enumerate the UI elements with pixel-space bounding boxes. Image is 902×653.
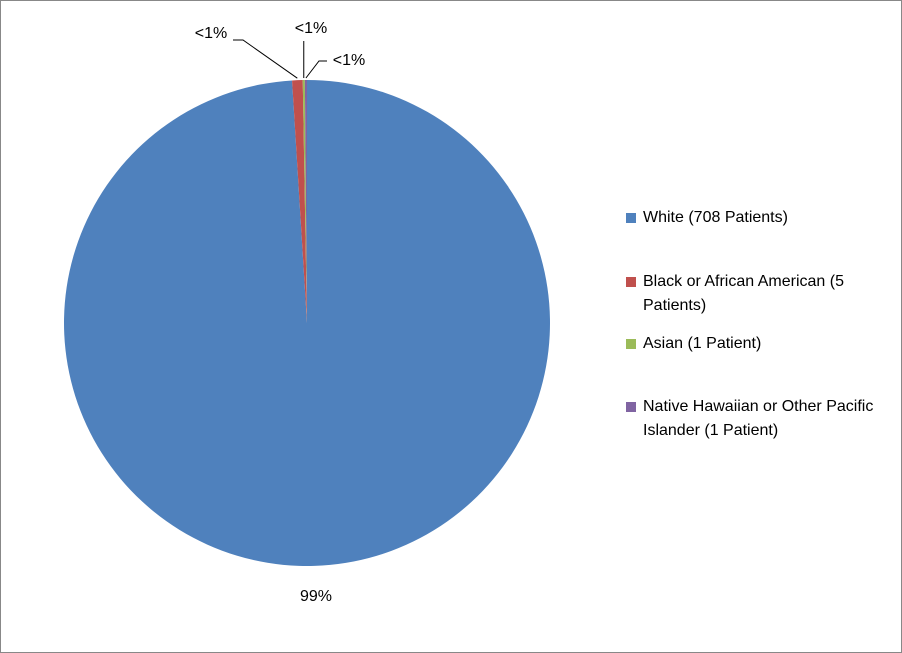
legend-entry: Native Hawaiian or Other Pacific Islande… — [626, 395, 888, 443]
leader-line — [305, 60, 327, 79]
legend-swatch — [626, 277, 636, 287]
legend-entry: Black or African American (5 Patients) — [626, 270, 888, 318]
data-label: 99% — [300, 588, 332, 605]
leader-line — [233, 39, 298, 79]
legend-label: Asian (1 Patient) — [643, 335, 762, 352]
data-label: <1% — [295, 20, 327, 37]
pie-slice — [304, 80, 307, 323]
legend-swatch — [626, 339, 636, 349]
legend-label: Native Hawaiian or Other Pacific Islande… — [643, 398, 874, 439]
legend-swatch — [626, 402, 636, 412]
legend-label: Black or African American (5 Patients) — [643, 273, 844, 314]
pie-slice — [302, 80, 307, 323]
data-label: <1% — [195, 25, 227, 42]
legend-label: White (708 Patients) — [643, 209, 788, 226]
legend-entry: Asian (1 Patient) — [626, 332, 761, 356]
data-label: <1% — [333, 52, 365, 69]
legend-swatch — [626, 213, 636, 223]
legend-entry: White (708 Patients) — [626, 206, 788, 230]
pie-slice — [63, 80, 551, 567]
pie-slice — [292, 80, 307, 324]
